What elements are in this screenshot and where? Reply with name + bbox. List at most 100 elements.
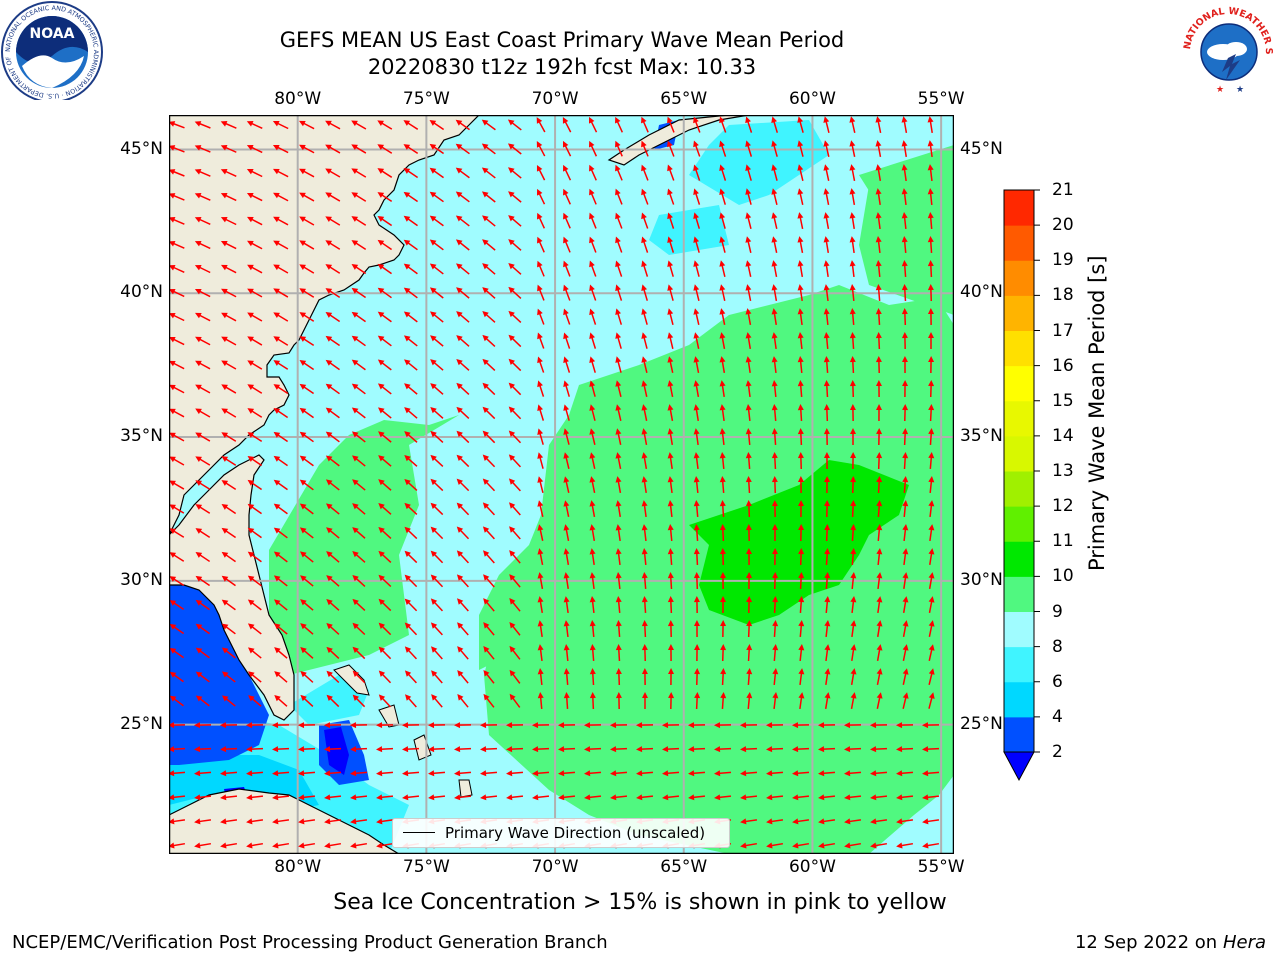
wave-direction-arrow bbox=[667, 356, 674, 373]
arrow-head bbox=[246, 842, 253, 849]
arrow-head bbox=[350, 746, 357, 753]
wave-direction-arrow bbox=[850, 524, 857, 542]
wave-direction-arrow bbox=[221, 312, 237, 322]
wave-direction-arrow bbox=[377, 359, 392, 371]
wave-direction-arrow bbox=[377, 383, 392, 395]
wave-direction-arrow bbox=[508, 334, 522, 348]
wave-direction-arrow bbox=[584, 770, 602, 777]
wave-direction-arrow bbox=[220, 818, 238, 825]
wave-direction-arrow bbox=[823, 284, 830, 302]
lat-tick-label-left: 35°N bbox=[120, 426, 163, 447]
arrow-head bbox=[850, 524, 857, 531]
arrow-head bbox=[662, 722, 669, 729]
colorbar-segment bbox=[1004, 295, 1034, 331]
arrow-head bbox=[563, 380, 570, 387]
wave-direction-arrow bbox=[457, 598, 469, 612]
arrow-head bbox=[849, 164, 856, 171]
arrow-head bbox=[430, 550, 438, 557]
wave-direction-arrow bbox=[456, 502, 470, 516]
arrow-head bbox=[558, 722, 565, 729]
arrow-head bbox=[428, 722, 435, 729]
wave-direction-arrow bbox=[273, 407, 289, 419]
colorbar-segment bbox=[1004, 435, 1034, 472]
arrow-head bbox=[771, 236, 778, 243]
arrow-head bbox=[771, 404, 778, 411]
arrow-head bbox=[273, 312, 280, 319]
arrow-head bbox=[563, 404, 570, 411]
arrow-head bbox=[430, 430, 437, 438]
arrow-head bbox=[220, 746, 227, 753]
wave-direction-arrow bbox=[350, 842, 368, 849]
wave-direction-arrow bbox=[740, 770, 758, 777]
arrow-head bbox=[563, 476, 570, 483]
arrow-head bbox=[480, 770, 487, 777]
arrow-head bbox=[740, 770, 747, 777]
wave-direction-arrow bbox=[927, 308, 934, 326]
wave-direction-arrow bbox=[352, 622, 366, 636]
arrow-head bbox=[299, 288, 307, 294]
arrow-head bbox=[326, 503, 333, 510]
arrow-head bbox=[220, 169, 228, 175]
arrow-head bbox=[797, 428, 804, 435]
wave-direction-arrow bbox=[482, 358, 496, 372]
arrow-head bbox=[720, 620, 727, 627]
wave-direction-arrow bbox=[351, 240, 367, 251]
wave-direction-arrow bbox=[875, 116, 882, 133]
wave-direction-arrow bbox=[589, 212, 597, 229]
wave-direction-arrow bbox=[667, 116, 675, 133]
arrow-head bbox=[325, 431, 333, 438]
wave-direction-arrow bbox=[482, 502, 496, 516]
wave-direction-arrow bbox=[273, 336, 289, 346]
wave-direction-arrow bbox=[246, 842, 264, 849]
arrow-head bbox=[247, 240, 254, 247]
arrow-head bbox=[927, 212, 934, 219]
arrow-head bbox=[927, 164, 934, 171]
wave-direction-arrow bbox=[901, 356, 908, 374]
wave-direction-arrow bbox=[299, 431, 314, 443]
arrow-head bbox=[875, 260, 882, 267]
arrow-head bbox=[641, 260, 647, 268]
wave-direction-arrow bbox=[537, 284, 545, 301]
wave-direction-arrow bbox=[537, 524, 544, 541]
wave-direction-arrow bbox=[562, 117, 572, 133]
arrow-head bbox=[376, 746, 383, 753]
arrow-head bbox=[588, 116, 595, 124]
arrow-head bbox=[537, 404, 543, 412]
arrow-head bbox=[169, 169, 176, 175]
arrow-head bbox=[615, 380, 622, 387]
wave-direction-arrow bbox=[273, 551, 288, 563]
arrow-head bbox=[299, 503, 307, 510]
land-bahamas bbox=[333, 664, 370, 696]
arrow-head bbox=[771, 260, 778, 267]
wave-direction-arrow bbox=[506, 770, 524, 777]
arrow-head bbox=[508, 334, 515, 342]
arrow-head bbox=[667, 116, 673, 124]
arrow-head bbox=[247, 312, 254, 319]
wave-direction-arrow bbox=[589, 428, 596, 445]
wave-direction-arrow bbox=[610, 794, 628, 801]
wave-direction-arrow bbox=[667, 548, 674, 566]
arrow-head bbox=[667, 428, 674, 435]
arrow-head bbox=[324, 818, 331, 825]
wave-direction-arrow bbox=[798, 596, 805, 614]
wave-direction-arrow bbox=[693, 380, 700, 398]
wave-direction-arrow bbox=[818, 794, 836, 801]
wave-direction-arrow bbox=[771, 452, 778, 470]
wave-direction-arrow bbox=[428, 722, 446, 729]
arrow-head bbox=[480, 794, 487, 801]
wave-direction-arrow bbox=[483, 574, 495, 588]
wave-direction-arrow bbox=[850, 644, 857, 662]
wave-direction-arrow bbox=[896, 842, 914, 849]
legend-label: Primary Wave Direction (unscaled) bbox=[445, 824, 706, 842]
wave-direction-arrow bbox=[823, 188, 830, 205]
arrow-head bbox=[798, 620, 805, 627]
wave-direction-arrow bbox=[797, 428, 804, 446]
wave-direction-arrow bbox=[589, 620, 596, 638]
wave-direction-arrow bbox=[667, 260, 674, 277]
colorbar-tick-label: 2 bbox=[1052, 742, 1063, 762]
arrow-head bbox=[376, 842, 383, 849]
arrow-head bbox=[875, 284, 882, 291]
wave-direction-arrow bbox=[798, 572, 805, 590]
arrow-head bbox=[641, 548, 648, 555]
arrow-head bbox=[589, 188, 595, 196]
